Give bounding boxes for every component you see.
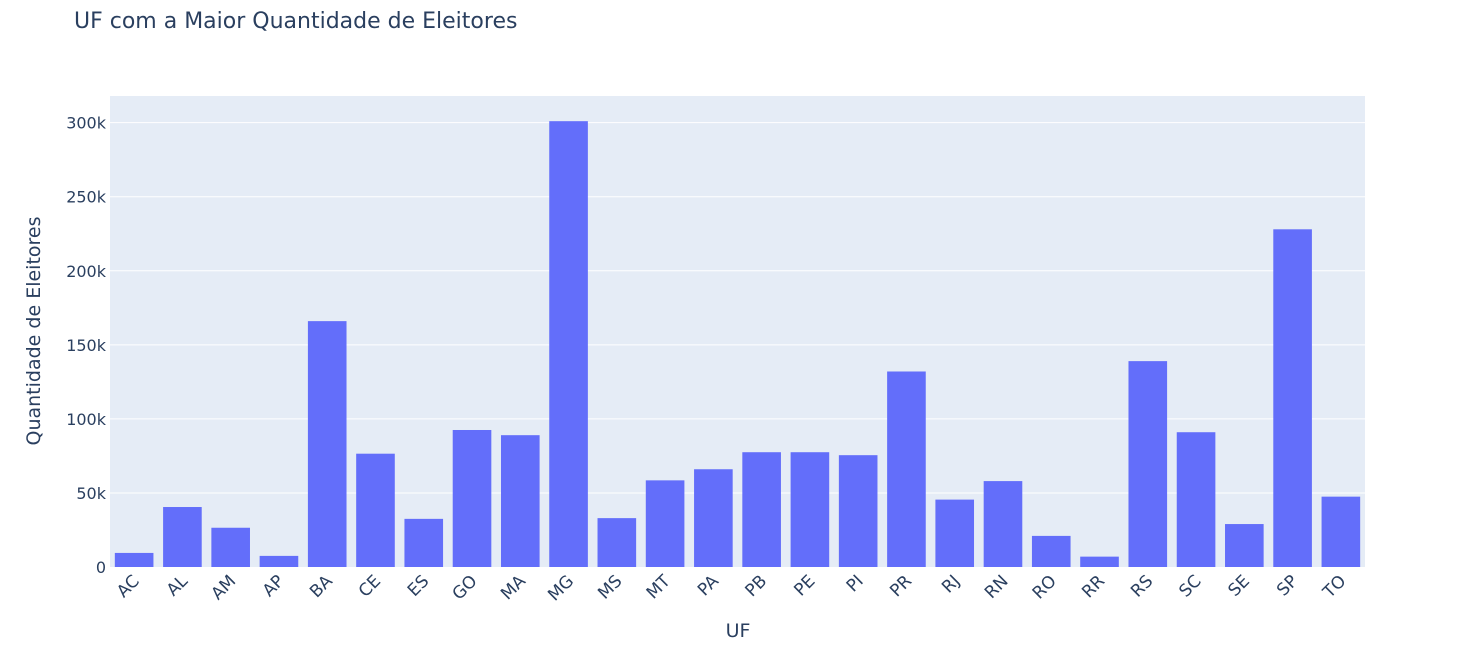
bar-am bbox=[211, 527, 250, 567]
x-tick-label: GO bbox=[449, 571, 482, 604]
x-tick-label: ES bbox=[404, 571, 433, 600]
bar-ac bbox=[114, 552, 154, 567]
x-tick-label: MG bbox=[544, 571, 578, 605]
x-tick-label: MT bbox=[643, 571, 675, 603]
bar-rr bbox=[1080, 556, 1119, 567]
bar-es bbox=[404, 518, 444, 567]
bar-ma bbox=[500, 435, 540, 567]
y-tick-label: 300k bbox=[66, 114, 107, 133]
bar-ba bbox=[307, 321, 347, 567]
bar-ro bbox=[1031, 535, 1071, 567]
y-tick-label: 250k bbox=[66, 188, 107, 207]
y-tick-label: 0 bbox=[96, 558, 106, 577]
x-tick-label: BA bbox=[306, 571, 337, 602]
bar-ap bbox=[259, 555, 299, 567]
bar-se bbox=[1225, 524, 1264, 567]
bar-pi bbox=[838, 455, 878, 567]
x-tick-label: RS bbox=[1127, 571, 1157, 601]
y-tick-label: 100k bbox=[66, 410, 107, 429]
bar-pr bbox=[887, 371, 926, 567]
bars bbox=[114, 121, 1361, 567]
bar-sp bbox=[1273, 229, 1312, 567]
x-tick-label: SE bbox=[1224, 571, 1253, 600]
bar-pe bbox=[790, 452, 830, 567]
x-tick-label: PI bbox=[843, 571, 868, 596]
bar-pa bbox=[694, 469, 733, 567]
bar-mg bbox=[549, 121, 588, 567]
x-tick-label: AL bbox=[163, 571, 192, 600]
x-tick-label: TO bbox=[1319, 571, 1351, 603]
bar-ce bbox=[356, 453, 395, 567]
bar-al bbox=[163, 507, 202, 567]
bar-rj bbox=[935, 499, 975, 567]
x-tick-label: RR bbox=[1078, 571, 1109, 602]
x-axis-ticks: AC AL AM AP BA CE ES GO MA MG MS MT PA PB PE PI PR RJ RN RO… bbox=[113, 571, 1350, 605]
bar-to bbox=[1321, 496, 1361, 567]
bar-go bbox=[452, 429, 492, 567]
x-axis-title: UF bbox=[726, 620, 751, 642]
x-tick-label: SC bbox=[1175, 571, 1205, 601]
x-tick-label: PA bbox=[694, 571, 723, 600]
x-tick-label: PE bbox=[790, 571, 819, 600]
bar-rn bbox=[983, 481, 1023, 567]
x-tick-label: RO bbox=[1029, 571, 1061, 603]
x-tick-label: RJ bbox=[938, 571, 964, 597]
x-tick-label: AM bbox=[207, 571, 240, 604]
x-tick-label: AC bbox=[113, 571, 144, 602]
x-tick-label: MA bbox=[497, 571, 530, 604]
x-tick-label: PB bbox=[742, 571, 772, 601]
bar-rs bbox=[1128, 361, 1168, 567]
bar-mt bbox=[645, 480, 685, 567]
y-tick-label: 200k bbox=[66, 262, 107, 281]
bar-sc bbox=[1176, 432, 1216, 567]
y-axis-title: Quantidade de Eleitores bbox=[23, 216, 45, 445]
y-axis-ticks: 0 50k 100k 150k 200k 250k 300k bbox=[66, 114, 107, 577]
chart-title: UF com a Maior Quantidade de Eleitores bbox=[74, 9, 517, 34]
y-tick-label: 50k bbox=[76, 484, 106, 503]
x-tick-label: RN bbox=[981, 571, 1012, 602]
y-tick-label: 150k bbox=[66, 336, 107, 355]
x-tick-label: SP bbox=[1273, 571, 1302, 600]
x-tick-label: CE bbox=[355, 571, 385, 601]
bar-ms bbox=[597, 518, 637, 567]
bar-pb bbox=[742, 452, 781, 567]
x-tick-label: AP bbox=[259, 571, 289, 601]
x-tick-label: MS bbox=[594, 571, 626, 603]
x-tick-label: PR bbox=[886, 571, 916, 601]
